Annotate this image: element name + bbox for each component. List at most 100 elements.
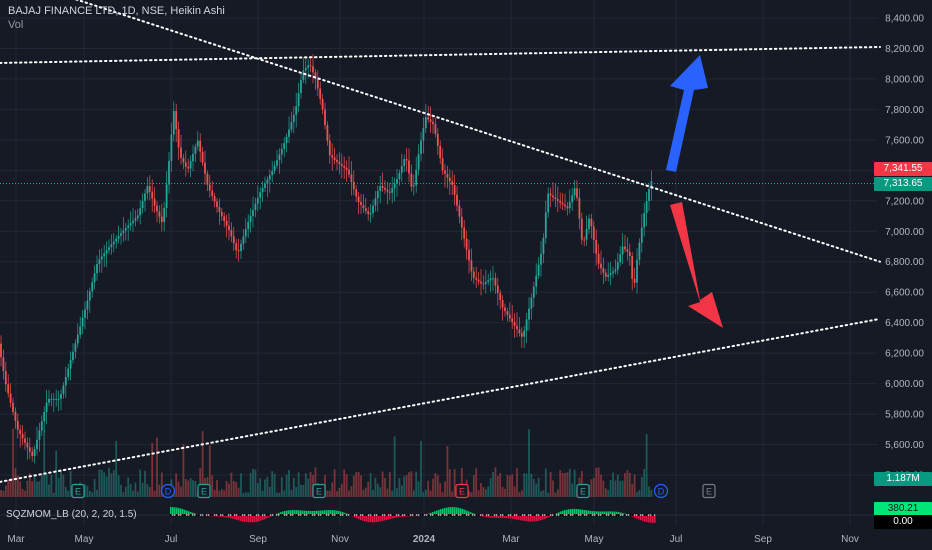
candle-body [127,225,130,229]
squeeze-dot [202,514,204,516]
candle-body [62,385,65,394]
y-tick-label: 6,800.00 [885,257,924,268]
squeeze-dot [390,514,392,516]
candle-body [489,278,492,281]
squeeze-dot [432,514,434,516]
volume-bar [124,486,127,497]
squeeze-dot [486,514,488,516]
squeeze-dot [198,514,200,516]
squeeze-dot [440,514,442,516]
volume-bar [429,490,432,497]
momentum-bar [636,515,638,519]
candle-body [285,136,288,144]
candle-body [364,208,367,212]
momentum-bar [386,515,388,520]
earnings-marker [71,483,85,499]
candle-body [16,420,19,430]
squeeze-dot [292,514,294,516]
x-tick-label: 2024 [413,534,436,545]
squeeze-dot [618,514,620,516]
candle-body [369,212,372,215]
volume-bar [559,470,562,497]
squeeze-dot [326,514,328,516]
volume-bar [26,480,29,497]
volume-bar [592,477,595,497]
x-tick-label: Jul [670,534,683,545]
volume-bar [451,491,454,497]
candle-body [564,204,566,207]
momentum-bar [538,515,540,521]
arrows [666,55,723,328]
volume-bar [225,481,228,497]
volume-bar [244,492,247,497]
candle-body [91,282,94,292]
volume-bar [343,469,346,497]
volume-bar [86,486,89,497]
momentum-bar [592,511,594,515]
volume-bar [597,467,600,497]
candle-body [321,98,324,110]
momentum-bar [454,507,456,515]
candle-body [374,198,377,206]
squeeze-dot [582,514,584,516]
x-tick-label: Nov [841,534,859,545]
volume-bar [357,471,360,497]
squeeze-dot [252,514,254,516]
momentum-bar [576,509,578,515]
volume-bar [129,484,132,497]
candle-body [108,247,110,251]
squeeze-dot [600,514,602,516]
volume-bar [108,467,110,497]
squeeze-dot [510,514,512,516]
candle-body [45,402,48,412]
momentum-bar [574,508,576,515]
candle-body [187,166,190,169]
squeeze-dot [368,514,370,516]
volume-bar [638,489,641,497]
volume-bar [160,472,163,497]
candle-body [324,109,326,126]
squeeze-dot [270,514,272,516]
squeeze-dot [430,514,432,516]
candle-body [607,274,610,277]
candle-body [180,147,182,158]
candle-body [105,250,108,254]
candle-body [24,438,26,443]
candle-body [511,318,514,323]
momentum-bar [376,515,378,523]
candle-body [597,253,600,264]
momentum-bar [640,515,642,521]
squeeze-dot [324,514,326,516]
volume-bar [220,489,223,497]
candle-body [417,154,420,170]
candle-body [398,172,401,180]
candle-body [520,333,523,337]
momentum-bar [240,515,242,521]
x-tick-label: Sep [754,534,772,545]
candle-body [0,343,2,358]
candle-body [196,140,199,147]
squeeze-dot [528,514,530,516]
volume-bar [393,436,396,497]
momentum-bar [324,510,326,515]
squeeze-dot [172,514,174,516]
candle-body [571,195,574,203]
volume-bar [612,472,614,497]
squeeze-dot [342,514,344,516]
volume-bar [554,492,557,497]
volume-bar [290,489,293,497]
candle-body [36,439,38,450]
momentum-bar [302,510,304,515]
candle-body [588,218,590,230]
x-tick-label: Sep [249,534,267,545]
momentum-bar [248,515,250,523]
candle-body [120,233,122,236]
squeeze-dot [606,514,608,516]
event-marker-label: E [580,487,586,497]
volume-bar [506,474,509,497]
candle-body [134,218,137,221]
squeeze-dot [242,514,244,516]
candle-body [28,447,31,452]
volume-bar [283,490,286,497]
